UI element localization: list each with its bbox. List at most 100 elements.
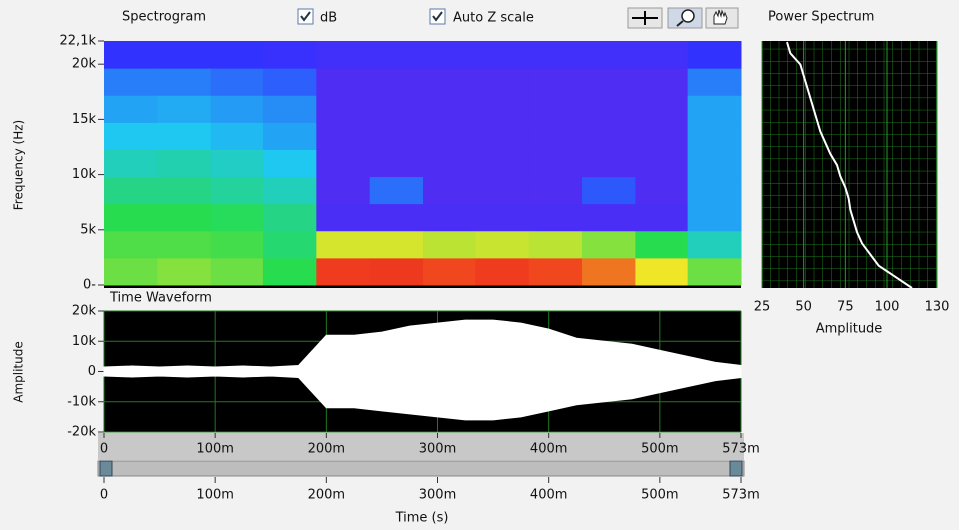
heat-cell xyxy=(475,122,529,150)
db-label: dB xyxy=(320,11,337,26)
heat-cell xyxy=(582,41,636,69)
heat-cell xyxy=(688,177,742,205)
x-tick-label: 130 xyxy=(925,300,950,315)
heat-cell xyxy=(316,95,370,123)
tool-palette xyxy=(628,8,738,28)
heat-cell xyxy=(104,95,158,123)
heat-cell xyxy=(157,231,211,259)
heat-cell xyxy=(475,258,529,286)
heat-cell xyxy=(316,41,370,69)
heat-cell xyxy=(157,41,211,69)
heat-cell xyxy=(157,68,211,96)
heat-cell xyxy=(370,231,424,259)
x-tick-label: 400m xyxy=(530,488,567,503)
heat-cell xyxy=(211,149,264,177)
x-tick-label: 500m xyxy=(641,488,678,503)
heat-cell xyxy=(423,149,476,177)
heat-cell xyxy=(370,177,424,205)
heat-cell xyxy=(635,68,688,96)
y-tick-label: 20k xyxy=(72,57,97,72)
heat-cell xyxy=(635,122,688,150)
heat-cell xyxy=(635,149,688,177)
heat-cell xyxy=(529,177,583,205)
heat-cell xyxy=(475,204,529,232)
x-tick-label: 100 xyxy=(875,300,900,315)
heat-cell xyxy=(211,231,264,259)
spectrogram-label: Spectrogram xyxy=(122,10,206,25)
heat-cell xyxy=(423,122,476,150)
heat-cell xyxy=(582,204,636,232)
heat-cell xyxy=(423,204,476,232)
heat-cell xyxy=(475,41,529,69)
y-tick-label: -20k xyxy=(67,425,96,440)
heat-cell xyxy=(529,258,583,286)
scrollbar[interactable] xyxy=(98,461,744,476)
y-tick-label: 5k xyxy=(80,222,96,237)
ui: Spectrogram dB Auto Z scale Power Spectr… xyxy=(0,0,959,530)
scroll-thumb-left[interactable] xyxy=(100,461,112,476)
x-tick-label: 573m xyxy=(722,488,759,503)
heat-cell xyxy=(582,149,636,177)
heat-cell xyxy=(104,177,158,205)
heat-cell xyxy=(316,68,370,96)
x-tick-label: 0 xyxy=(100,488,108,503)
heat-cell xyxy=(529,204,583,232)
heat-cell xyxy=(211,177,264,205)
y-tick-label: 20k xyxy=(72,304,97,319)
heat-cell xyxy=(157,95,211,123)
x-axis-title: Amplitude xyxy=(816,322,883,337)
y-tick-label: 10k xyxy=(72,167,97,182)
heat-cell xyxy=(211,41,264,69)
x-tick-label: 200m xyxy=(308,442,345,457)
heat-cell xyxy=(104,149,158,177)
heat-cell xyxy=(104,68,158,96)
heat-cell xyxy=(263,231,317,259)
heat-cell xyxy=(475,149,529,177)
heat-cell xyxy=(263,68,317,96)
heat-cell xyxy=(211,204,264,232)
heat-cell xyxy=(370,68,424,96)
heat-cell xyxy=(688,41,742,69)
heat-cell xyxy=(688,258,742,286)
x-tick-label: 500m xyxy=(641,442,678,457)
heat-cell xyxy=(316,177,370,205)
heat-cell xyxy=(263,149,317,177)
heat-cell xyxy=(370,149,424,177)
heat-cell xyxy=(529,149,583,177)
scroll-thumb-right[interactable] xyxy=(730,461,742,476)
heat-cell xyxy=(688,95,742,123)
heat-cell xyxy=(475,95,529,123)
auto-z-label: Auto Z scale xyxy=(453,11,534,26)
heat-cell xyxy=(475,177,529,205)
heat-cell xyxy=(211,95,264,123)
heat-cell xyxy=(529,122,583,150)
heat-cell xyxy=(104,122,158,150)
heat-cell xyxy=(688,68,742,96)
heat-cell xyxy=(475,68,529,96)
heat-cell xyxy=(635,258,688,286)
heat-cell xyxy=(316,231,370,259)
heat-cell xyxy=(157,149,211,177)
page: Spectrogram dB Auto Z scale Power Spectr… xyxy=(0,0,959,530)
x-axis-title: Time (s) xyxy=(395,511,449,526)
x-tick-label: 573m xyxy=(722,442,759,457)
heat-cell xyxy=(316,122,370,150)
heat-cell xyxy=(211,122,264,150)
heat-cell xyxy=(423,258,476,286)
heat-cell xyxy=(423,68,476,96)
y-axis-title: Amplitude xyxy=(12,341,26,403)
heat-cell xyxy=(529,231,583,259)
heat-cell xyxy=(263,41,317,69)
y-tick-label: 10k xyxy=(72,334,97,349)
x-tick-label: 300m xyxy=(419,488,456,503)
heat-cell xyxy=(582,95,636,123)
heat-cell xyxy=(688,149,742,177)
heat-cell xyxy=(635,177,688,205)
heat-cell xyxy=(104,258,158,286)
x-tick-label: 0 xyxy=(100,442,108,457)
heat-cell xyxy=(104,41,158,69)
heat-cell xyxy=(316,149,370,177)
heat-cell xyxy=(370,41,424,69)
heat-cell xyxy=(157,177,211,205)
x-tick-label: 100m xyxy=(196,442,233,457)
